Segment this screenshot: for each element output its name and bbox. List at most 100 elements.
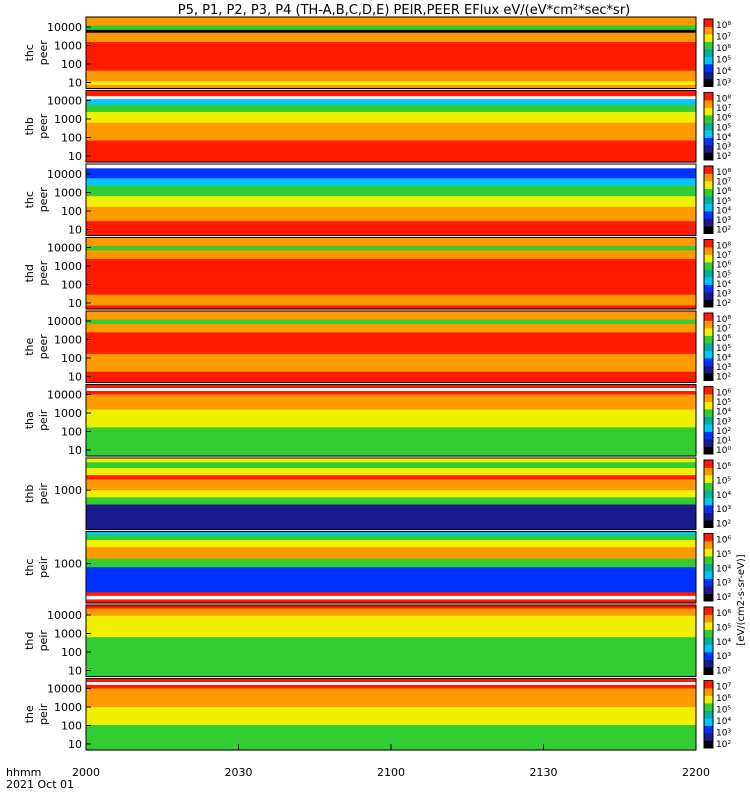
y-tick-label: 100 <box>61 720 82 733</box>
colorbar-tick-label: 10⁶ <box>716 536 731 546</box>
colorbar-frame <box>703 386 714 455</box>
time-axis-date-label: 2021 Oct 01 <box>6 778 74 791</box>
colorbar-segment <box>704 64 713 72</box>
panel-probe-label: thc <box>23 191 36 208</box>
colorbar-frame <box>703 459 714 528</box>
panel-probe-label: thb <box>23 485 36 503</box>
colorbar-tick-label: 10³ <box>716 79 731 89</box>
y-tick-label: 100 <box>61 352 82 365</box>
colorbar-frame <box>703 239 714 308</box>
colorbar-segment <box>704 733 713 741</box>
colorbar-segment <box>704 386 713 395</box>
y-tick-label: 10 <box>68 371 82 384</box>
colorbar-segment <box>704 41 713 50</box>
colorbar-segment <box>704 652 713 660</box>
colorbar-frame <box>703 680 714 749</box>
spectrogram-band <box>86 96 696 100</box>
y-tick-label: 100 <box>61 205 82 218</box>
colorbar-tick-label: 10³ <box>716 363 731 373</box>
colorbar-tick-label: 10⁴ <box>716 133 731 143</box>
spectrogram-band <box>86 427 696 457</box>
colorbar-segment <box>704 416 713 425</box>
colorbar-segment <box>704 680 713 689</box>
colorbar-segment <box>704 313 713 321</box>
spectrogram-band <box>86 221 696 237</box>
y-tick-label: 100 <box>61 58 82 71</box>
colorbar-tick-label: 10² <box>716 226 731 236</box>
spectrogram-band <box>86 185 696 197</box>
colorbar-tick-label: 10³ <box>716 142 731 152</box>
y-tick-label: 10000 <box>47 609 82 622</box>
colorbar-segment <box>704 188 713 197</box>
colorbar-tick-label: 10⁵ <box>716 706 731 716</box>
spectrogram-band <box>86 608 696 617</box>
panel-frame <box>85 384 697 457</box>
colorbar-tick-label: 10¹ <box>716 436 731 446</box>
colorbar-segment <box>704 695 713 704</box>
colorbar-segment <box>704 431 713 440</box>
colorbar-segment <box>704 181 713 189</box>
spectrogram-band <box>86 246 696 251</box>
colorbar-tick-label: 10⁵ <box>716 344 731 354</box>
spectrogram-band <box>86 42 696 72</box>
spectrogram-band <box>86 237 696 247</box>
colorbar-segment <box>704 350 713 359</box>
spectrogram-band <box>86 178 696 187</box>
spectrogram-band <box>86 311 696 321</box>
colorbar-tick-label: 10⁵ <box>716 398 731 408</box>
y-tick-label: 1000 <box>54 40 82 53</box>
panel-probe-label: the <box>23 705 36 723</box>
panel-thb_peer: 10000 1000 100 10 thb peer 10⁸10⁷10⁶10⁵10⁴10³1… <box>23 90 731 163</box>
panel-probe-label: thd <box>23 632 36 650</box>
colorbar-segment <box>704 556 713 564</box>
colorbar-segment <box>704 460 713 468</box>
colorbar-tick-label: 10⁶ <box>716 694 731 704</box>
colorbar-tick-label: 10³ <box>716 652 731 662</box>
panel-probe-label: thd <box>23 264 36 282</box>
panel-the_peer: 10000 1000 100 10 the peer 10⁸10⁷10⁶10⁵10⁴10³1… <box>23 310 731 384</box>
panel-thd_peer: 10000 1000 100 10 thd peer 10⁸10⁷10⁶10⁵10⁴10³1… <box>23 237 731 310</box>
spectrogram-band <box>86 547 696 560</box>
spectrogram-band <box>86 684 696 690</box>
spectrogram-band <box>86 558 696 568</box>
y-tick-label: 1000 <box>54 558 82 571</box>
colorbar-segment <box>704 49 713 57</box>
colorbar-tick-label: 10⁴ <box>716 206 731 216</box>
colorbar-segment <box>704 541 713 549</box>
colorbar-segment <box>704 740 713 749</box>
spectrogram-band <box>86 490 696 498</box>
spectrogram-band <box>86 599 696 604</box>
y-tick-label: 1000 <box>54 260 82 273</box>
colorbar-segment <box>704 512 713 521</box>
spectrogram-band <box>86 615 696 638</box>
colorbar-tick-label: 10⁵ <box>716 197 731 207</box>
spectrogram-band <box>86 29 696 34</box>
x-tick-label: 2200 <box>682 766 710 779</box>
y-tick-label: 100 <box>61 646 82 659</box>
colorbar-segment <box>704 320 713 329</box>
colorbar-thd_peir: 10⁶ 10⁵ 10⁴ 10³ 10² <box>703 606 731 677</box>
colorbar-segment <box>704 79 713 87</box>
panel-frame <box>85 531 697 604</box>
y-tick-label: 100 <box>61 426 82 439</box>
colorbar-segment <box>704 211 713 219</box>
panel-frame <box>85 310 697 383</box>
colorbar-tick-label: 10⁶ <box>716 187 731 197</box>
colorbar-tick-label: 10⁷ <box>716 33 731 43</box>
colorbar-segment <box>704 607 713 615</box>
panel-frame <box>85 16 697 89</box>
colorbar-segment <box>704 328 713 336</box>
colorbar-segment <box>704 688 713 696</box>
colorbar-segment <box>704 622 713 630</box>
colorbar-tick-label: 10⁶ <box>716 261 731 271</box>
colorbar-tick-label: 10³ <box>716 579 731 589</box>
y-tick-label: 10000 <box>47 21 82 34</box>
time-axis-row-label: hhmm <box>6 766 41 779</box>
spectrogram-band <box>86 250 696 260</box>
colorbar-segment <box>704 269 713 278</box>
spectrogram-band <box>86 497 696 506</box>
